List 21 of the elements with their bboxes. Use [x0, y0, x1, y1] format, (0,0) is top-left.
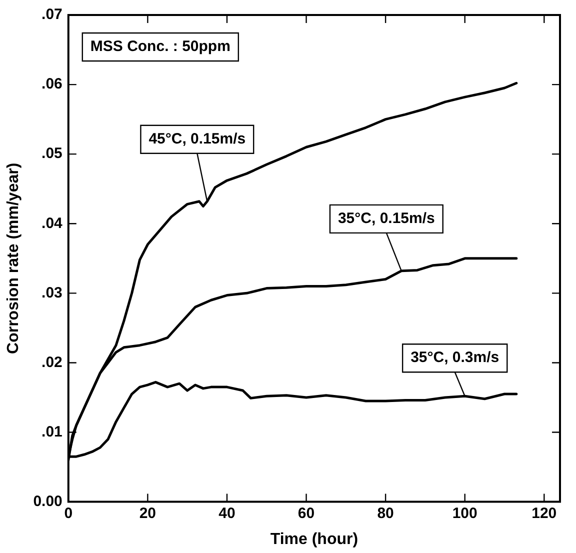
x-tick-label: 120 [532, 504, 557, 522]
y-tick-label: .03 [42, 284, 62, 302]
x-tick-label: 40 [218, 504, 236, 522]
x-tick-label: 20 [139, 504, 156, 522]
series-label: 35°C, 0.3m/s [410, 349, 500, 366]
x-tick-label: 100 [452, 504, 478, 522]
y-tick-label: .01 [42, 423, 62, 440]
y-tick-label: .05 [42, 145, 62, 162]
series-label: 45°C, 0.15m/s [148, 130, 246, 148]
y-tick-label: .06 [42, 76, 62, 93]
x-tick-label: 60 [298, 504, 315, 522]
annotation: MSS Conc. : 50ppm [90, 38, 230, 56]
y-tick-label: .02 [42, 354, 62, 371]
y-tick-label: .07 [42, 6, 62, 24]
y-tick-label: 0.00 [33, 492, 62, 510]
text: 35°C, 0.15m/s [338, 210, 435, 228]
x-tick-label: 80 [377, 504, 394, 522]
y-tick-label: .04 [42, 214, 64, 232]
x-tick-label: 0 [64, 504, 73, 522]
y-axis-title: Corrosion rate (mm/year) [5, 162, 22, 354]
x-axis-title: Time (hour) [270, 530, 358, 548]
